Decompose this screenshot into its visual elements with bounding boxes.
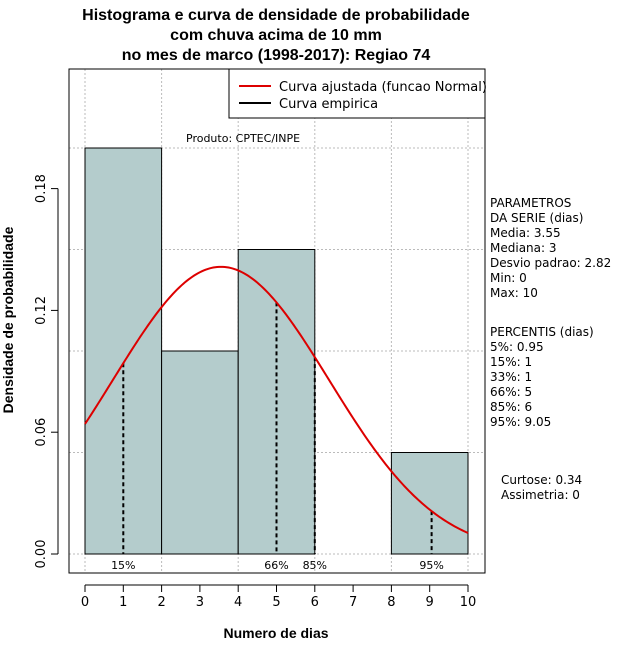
x-tick-label: 8 (387, 595, 395, 610)
y-tick-label: 0.06 (34, 418, 49, 447)
stat-line: Mediana: 3 (490, 241, 557, 255)
title-line: com chuva acima de 10 mm (170, 27, 382, 44)
legend-label: Curva ajustada (funcao Normal) (279, 80, 487, 95)
histogram-bars (84, 147, 469, 555)
percentile-label: 15% (111, 559, 135, 572)
percentile-label: 85% (303, 559, 327, 572)
normal-curve-line (84, 265, 469, 534)
stat-line: 95%: 9.05 (490, 415, 551, 429)
title-line: no mes de marco (1998-2017): Regiao 74 (122, 47, 431, 64)
percentile-markers: 15% 66% 85% 95% (111, 302, 444, 572)
percentile-label: 95% (419, 559, 443, 572)
legend: Curva ajustada (funcao Normal) Curva empi… (228, 68, 487, 119)
stat-line: Max: 10 (490, 286, 538, 300)
x-axis-label: Numero de dias (223, 625, 328, 641)
stat-line: 33%: 1 (490, 370, 532, 384)
histogram-bar (161, 350, 239, 555)
chart-title: Histograma e curva de densidade de proba… (82, 7, 470, 64)
y-axis-label: Densidade de probabilidade (0, 226, 16, 413)
stat-line: 66%: 5 (490, 385, 532, 399)
stat-line: Desvio padrao: 2.82 (490, 256, 611, 270)
x-tick-label: 4 (234, 595, 242, 610)
stat-line: 85%: 6 (490, 400, 532, 414)
legend-box (228, 68, 486, 119)
stat-line: Curtose: 0.34 (501, 473, 582, 487)
x-tick-label: 6 (311, 595, 319, 610)
y-tick-label: 0.18 (34, 174, 49, 203)
stat-line: Min: 0 (490, 271, 527, 285)
x-tick-label: 10 (460, 595, 477, 610)
legend-label: Curva empirica (279, 97, 378, 112)
title-line: Histograma e curva de densidade de proba… (82, 7, 470, 24)
stat-line: Assimetria: 0 (501, 488, 580, 502)
stat-line: 5%: 0.95 (490, 340, 544, 354)
y-tick-label: 0.00 (34, 540, 49, 569)
x-tick-label: 9 (426, 595, 434, 610)
x-tick-label: 0 (81, 595, 89, 610)
product-annotation: Produto: CPTEC/INPE (186, 132, 300, 145)
axes: 0 1 2 3 4 5 6 7 8 9 10 0.00 0.06 0.12 0.18 (34, 174, 476, 610)
stat-line: PARAMETROS (490, 196, 571, 210)
stat-line: 15%: 1 (490, 355, 532, 369)
stat-line: Media: 3.55 (490, 226, 561, 240)
x-tick-label: 3 (196, 595, 204, 610)
histogram-bar (390, 452, 469, 555)
x-tick-label: 2 (157, 595, 165, 610)
y-tick-label: 0.12 (34, 296, 49, 325)
x-tick-label: 1 (119, 595, 127, 610)
normal-curve (84, 265, 469, 534)
stat-line: PERCENTIS (dias) (490, 325, 594, 339)
percentile-label: 66% (264, 559, 288, 572)
x-tick-label: 7 (349, 595, 357, 610)
stat-line: DA SERIE (dias) (490, 211, 583, 225)
x-tick-label: 5 (272, 595, 280, 610)
